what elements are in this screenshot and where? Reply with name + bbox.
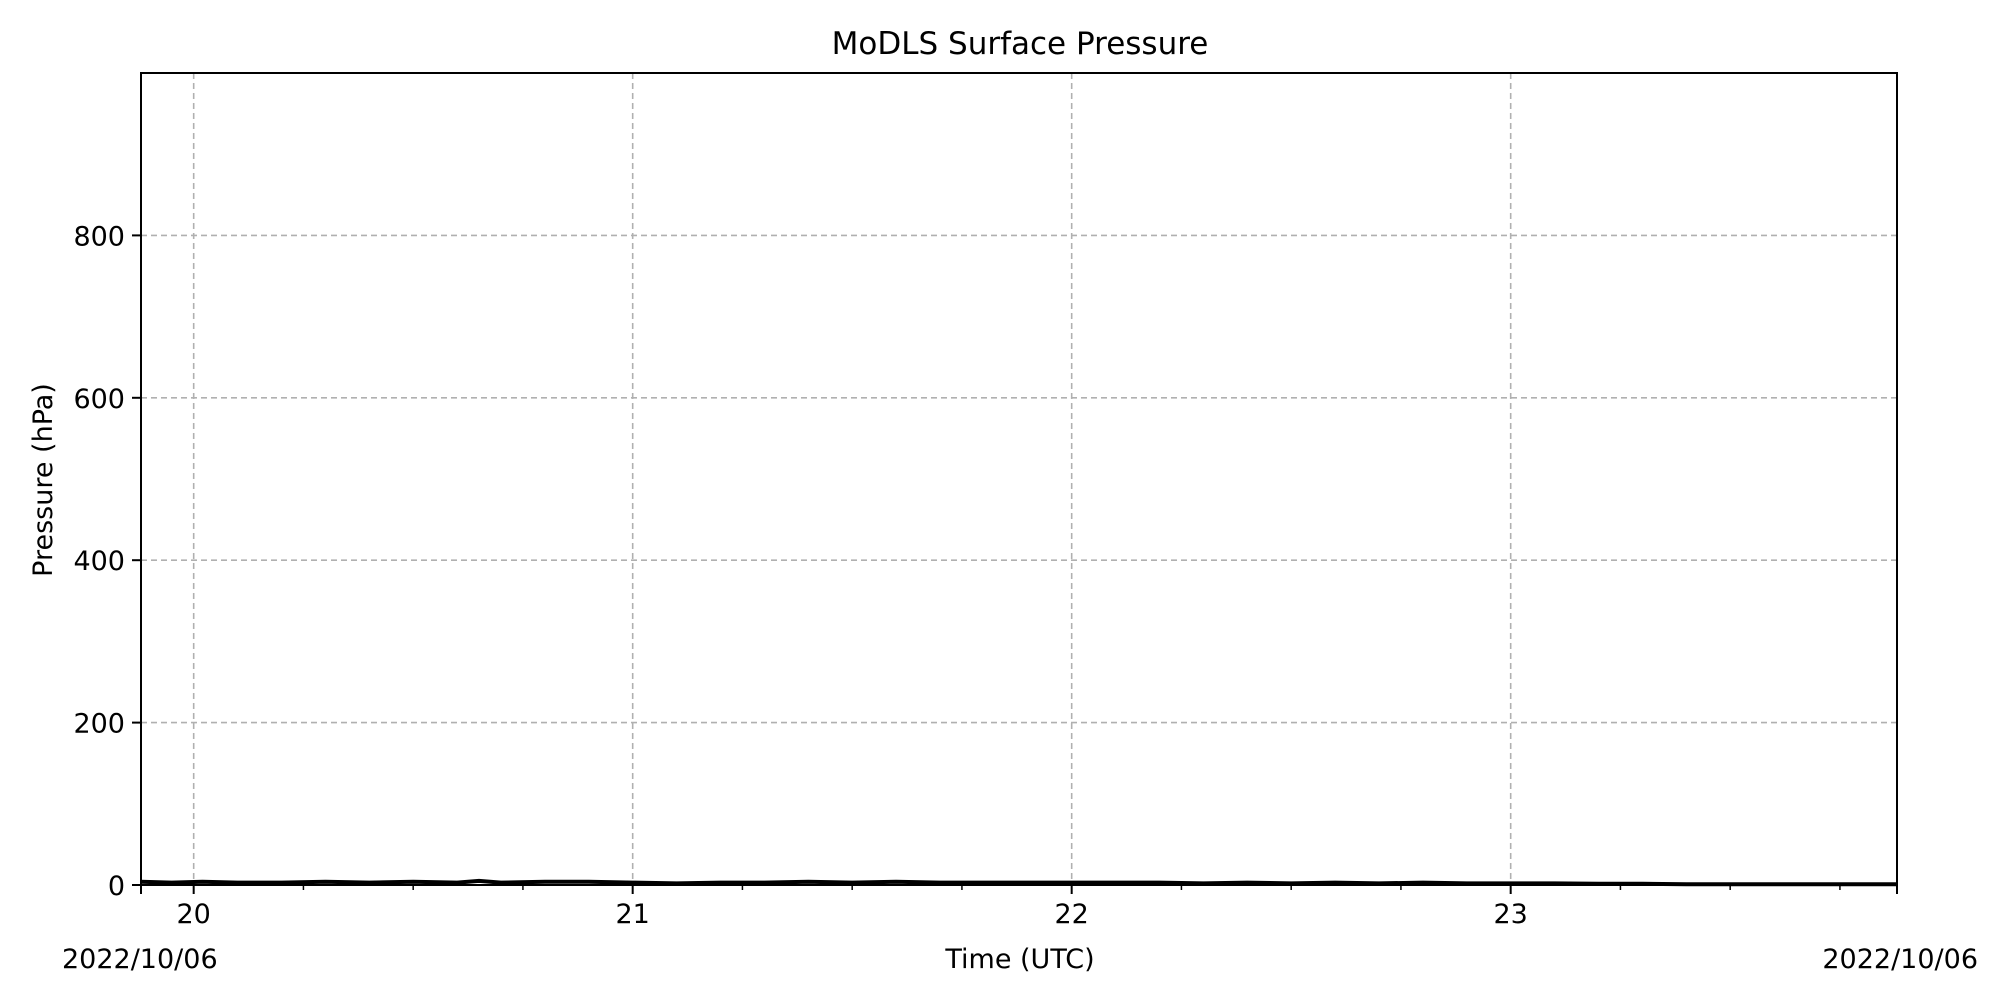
- plot-frame: [140, 72, 1898, 886]
- chart-title: MoDLS Surface Pressure: [832, 26, 1209, 62]
- axis-ticks: 0 200 400 600 800 20 21 22 23: [73, 221, 1898, 930]
- x-tick-label: 23: [1494, 899, 1528, 930]
- x-tick-label: 21: [616, 899, 650, 930]
- x-tick-label: 22: [1055, 899, 1089, 930]
- y-axis-label: Pressure (hPa): [28, 383, 59, 577]
- date-label-left: 2022/10/06: [62, 944, 218, 975]
- series-lines: [140, 878, 1897, 887]
- y-tick-label: 600: [73, 384, 125, 415]
- pressure-series-line: [140, 878, 1897, 887]
- y-tick-label: 200: [73, 709, 125, 740]
- y-tick-label: 0: [108, 871, 125, 902]
- y-tick-label: 800: [73, 221, 125, 252]
- x-tick-label: 20: [177, 899, 211, 930]
- date-label-right: 2022/10/06: [1822, 944, 1978, 975]
- y-tick-label: 400: [73, 546, 125, 577]
- x-axis-label: Time (UTC): [944, 944, 1094, 975]
- grid-lines: [141, 73, 1897, 886]
